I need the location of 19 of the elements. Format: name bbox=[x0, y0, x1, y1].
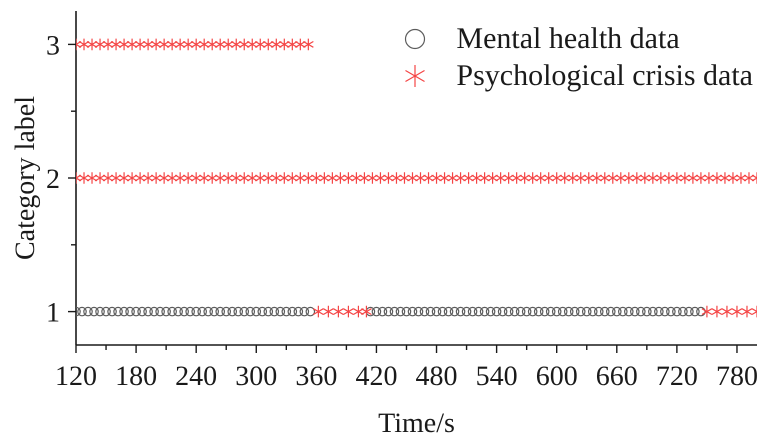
y-tick-label: 1 bbox=[46, 298, 60, 329]
x-tick-label: 480 bbox=[416, 360, 458, 392]
legend-label: Mental health data bbox=[456, 22, 680, 56]
x-tick-label: 720 bbox=[656, 360, 698, 392]
x-tick-label: 660 bbox=[596, 360, 638, 392]
x-tick-label: 780 bbox=[716, 360, 758, 392]
x-tick-label: 420 bbox=[355, 360, 398, 392]
x-tick-label: 240 bbox=[175, 360, 218, 392]
y-tick-label: 2 bbox=[46, 164, 60, 195]
x-tick-label: 300 bbox=[235, 360, 278, 392]
y-axis-title: Category label bbox=[10, 96, 41, 260]
x-tick-label: 540 bbox=[476, 360, 518, 392]
x-axis-title: Time/s bbox=[378, 408, 455, 438]
x-tick-label: 600 bbox=[536, 360, 578, 392]
x-tick-label: 120 bbox=[55, 360, 97, 392]
x-tick-label: 180 bbox=[115, 360, 158, 392]
y-tick-label: 3 bbox=[46, 30, 60, 62]
legend-label: Psychological crisis data bbox=[456, 58, 753, 92]
x-tick-label: 360 bbox=[295, 360, 338, 392]
